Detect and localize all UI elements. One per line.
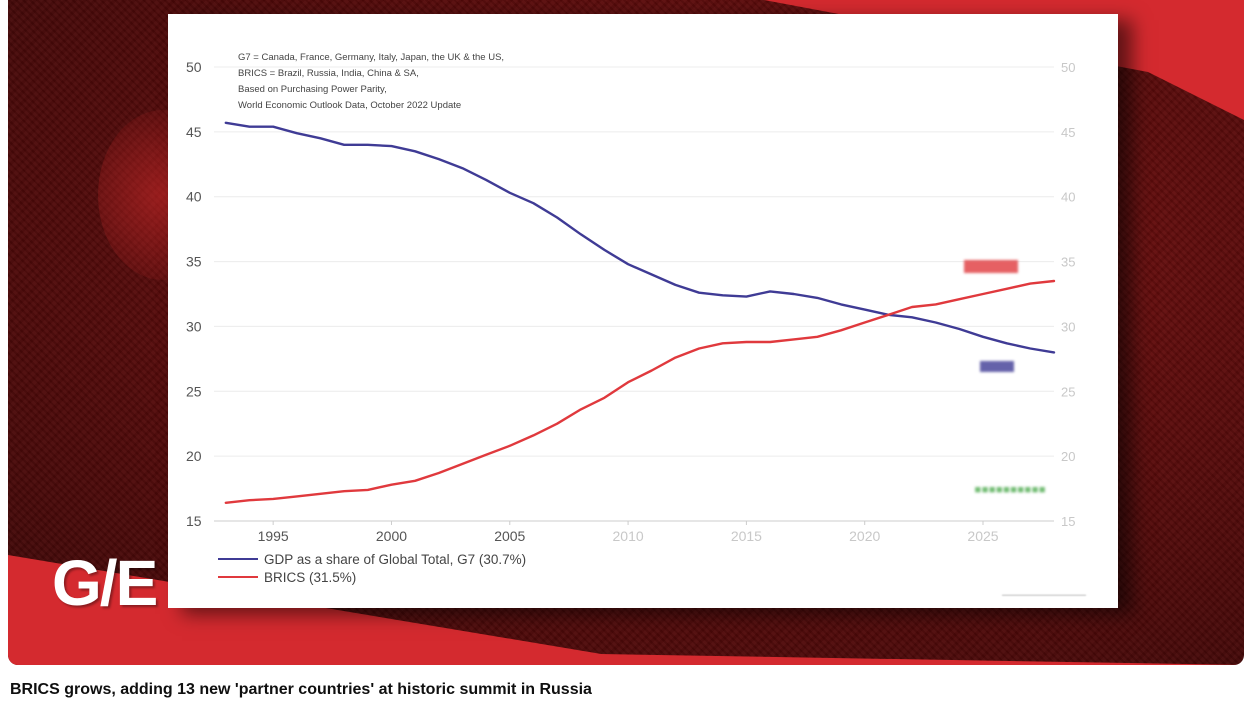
y-tick-label-20: 20 bbox=[186, 448, 202, 464]
legend-swatch-g7 bbox=[218, 558, 258, 560]
note-line-4: World Economic Outlook Data, October 202… bbox=[238, 100, 462, 111]
x-tick-label-2005: 2005 bbox=[494, 528, 525, 544]
y-tick-label-25: 25 bbox=[186, 383, 202, 399]
y-tick-label-right-15: 15 bbox=[1061, 514, 1075, 529]
channel-logo: G/E bbox=[52, 547, 158, 619]
brics-end-label bbox=[964, 260, 1018, 273]
g7-end-label bbox=[980, 361, 1014, 372]
series-line-brics bbox=[224, 279, 1056, 504]
y-tick-label-50: 50 bbox=[186, 59, 202, 75]
y-tick-label-35: 35 bbox=[186, 254, 202, 270]
chart-legend: GDP as a share of Global Total, G7 (30.7… bbox=[218, 550, 526, 586]
video-title[interactable]: BRICS grows, adding 13 new 'partner coun… bbox=[10, 681, 592, 698]
x-tick-label-1995: 1995 bbox=[258, 528, 289, 544]
legend-label-g7: GDP as a share of Global Total, G7 (30.7… bbox=[264, 551, 527, 567]
legend-item-brics: BRICS (31.5%) bbox=[218, 568, 526, 586]
y-tick-label-right-20: 20 bbox=[1061, 449, 1075, 464]
y-tick-label-40: 40 bbox=[186, 189, 202, 205]
legend-item-g7: GDP as a share of Global Total, G7 (30.7… bbox=[218, 550, 526, 568]
note-line-3: Based on Purchasing Power Parity, bbox=[238, 84, 387, 95]
y-tick-label-15: 15 bbox=[186, 513, 202, 529]
note-line-1: G7 = Canada, France, Germany, Italy, Jap… bbox=[238, 52, 505, 63]
x-tick-label-2025: 2025 bbox=[967, 528, 998, 544]
series-line-g7 bbox=[224, 121, 1056, 354]
chart-watermark: ■■■■■■■■■■ bbox=[974, 484, 1046, 496]
y-tick-label-right-35: 35 bbox=[1061, 255, 1075, 270]
x-tick-label-2010: 2010 bbox=[613, 528, 644, 544]
note-line-2: BRICS = Brazil, Russia, India, China & S… bbox=[238, 68, 419, 79]
y-tick-label-right-25: 25 bbox=[1061, 384, 1075, 399]
x-tick-label-2020: 2020 bbox=[849, 528, 880, 544]
legend-label-brics: BRICS (31.5%) bbox=[264, 569, 357, 585]
legend-swatch-brics bbox=[218, 576, 258, 578]
y-tick-label-right-30: 30 bbox=[1061, 319, 1075, 334]
y-tick-label-right-40: 40 bbox=[1061, 190, 1075, 205]
chart-notes: G7 = Canada, France, Germany, Italy, Jap… bbox=[238, 50, 504, 114]
x-tick-label-2000: 2000 bbox=[376, 528, 407, 544]
source-note: ———————————— bbox=[1002, 592, 1086, 599]
y-tick-label-30: 30 bbox=[186, 318, 202, 334]
chart-card: 15 15 20 20 25 25 30 30 35 35 40 40 45 45 50 50 1995 2000… bbox=[168, 14, 1118, 608]
video-thumbnail[interactable]: 15 15 20 20 25 25 30 30 35 35 40 40 45 45 50 50 1995 2000… bbox=[8, 0, 1244, 665]
y-tick-label-right-45: 45 bbox=[1061, 125, 1075, 140]
y-tick-label-45: 45 bbox=[186, 124, 202, 140]
y-tick-label-right-50: 50 bbox=[1061, 60, 1075, 75]
x-tick-label-2015: 2015 bbox=[731, 528, 762, 544]
